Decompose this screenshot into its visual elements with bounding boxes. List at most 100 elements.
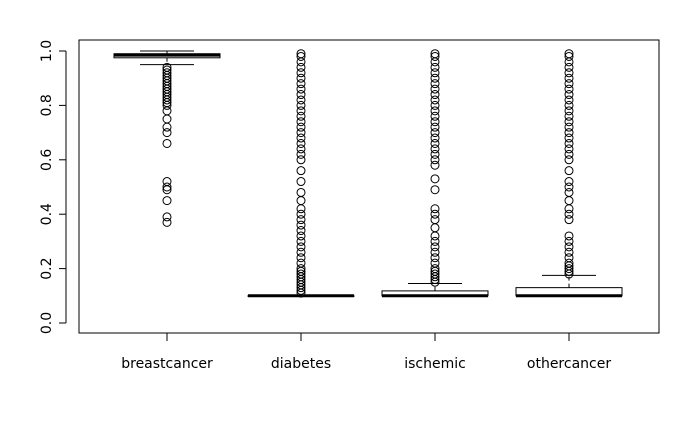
outlier-point [296, 264, 306, 274]
outlier-point [564, 79, 574, 89]
outlier-point [430, 133, 440, 143]
outlier-point [430, 242, 440, 252]
x-tick-label: othercancer [527, 356, 611, 372]
y-tick-label: 0.8 [39, 94, 55, 116]
outlier-point [430, 111, 440, 121]
outlier-point [430, 84, 440, 94]
outlier-point [564, 204, 574, 214]
outlier-point [430, 185, 440, 195]
outlier-point [296, 236, 306, 246]
outlier-point [296, 51, 306, 61]
outlier-point [162, 62, 172, 72]
outlier-point [564, 84, 574, 94]
outlier-point [564, 62, 574, 72]
outlier-point [296, 204, 306, 214]
outlier-point [162, 217, 172, 227]
outlier-point [162, 128, 172, 138]
outlier-point [296, 226, 306, 236]
outlier-point [162, 196, 172, 206]
outlier-point [296, 258, 306, 268]
box-breastcancer [113, 50, 221, 227]
x-tick-label: breastcancer [121, 356, 213, 372]
outlier-point [296, 247, 306, 257]
outlier-point [564, 111, 574, 121]
outlier-point [564, 242, 574, 252]
outlier-point [564, 100, 574, 110]
outlier-point [564, 106, 574, 116]
outlier-point [564, 128, 574, 138]
outlier-point [296, 106, 306, 116]
outlier-point [430, 100, 440, 110]
outlier-point [564, 51, 574, 61]
outlier-point [564, 133, 574, 143]
outlier-point [296, 138, 306, 148]
outlier-point [564, 209, 574, 219]
outlier-point [564, 117, 574, 127]
outlier-point [430, 79, 440, 89]
outlier-point [564, 155, 574, 165]
outlier-point [162, 65, 172, 75]
outlier-point [430, 174, 440, 184]
y-tick-label: 0.4 [39, 203, 55, 225]
outlier-point [430, 68, 440, 78]
outlier-point [296, 90, 306, 100]
outlier-point [430, 49, 440, 59]
outlier-point [162, 122, 172, 132]
outlier-point [564, 253, 574, 263]
outlier-point [564, 95, 574, 105]
outlier-point [564, 231, 574, 241]
outlier-point [296, 196, 306, 206]
outlier-point [430, 122, 440, 132]
outlier-point [564, 264, 574, 274]
outlier-point [162, 212, 172, 222]
outlier-point [162, 114, 172, 124]
outlier-point [296, 166, 306, 176]
x-tick-label: ischemic [404, 356, 466, 372]
outlier-point [430, 149, 440, 159]
outlier-point [296, 187, 306, 197]
outlier-point [564, 149, 574, 159]
outlier-point [296, 177, 306, 187]
outlier-point [296, 111, 306, 121]
outlier-point [430, 51, 440, 61]
outlier-point [430, 247, 440, 257]
outlier-point [430, 138, 440, 148]
outlier-point [296, 62, 306, 72]
outlier-point [430, 204, 440, 214]
outlier-point [564, 122, 574, 132]
outlier-point [430, 258, 440, 268]
outlier-point [430, 215, 440, 225]
x-axis: breastcancer diabetes ischemic othercancer [121, 333, 611, 372]
boxes-group [113, 49, 623, 298]
outlier-point [296, 149, 306, 159]
outlier-point [564, 68, 574, 78]
outlier-point [430, 62, 440, 72]
outlier-point [296, 269, 306, 279]
outlier-point [430, 269, 440, 279]
outlier-point [430, 155, 440, 165]
y-tick-label: 0.6 [39, 149, 55, 171]
outlier-point [296, 117, 306, 127]
y-axis: 0.0 0.2 0.4 0.6 0.8 1.0 [39, 40, 67, 334]
outlier-point [296, 68, 306, 78]
outlier-point [430, 160, 440, 170]
outlier-point [296, 95, 306, 105]
y-tick-label: 0.2 [39, 257, 55, 279]
box-ischemic [381, 49, 489, 298]
outlier-point [430, 128, 440, 138]
outlier-point [430, 117, 440, 127]
outlier-point [296, 133, 306, 143]
outlier-point [296, 100, 306, 110]
outlier-point [430, 106, 440, 116]
outlier-point [564, 187, 574, 197]
outlier-point [564, 215, 574, 225]
outlier-point [564, 144, 574, 154]
outlier-point [564, 138, 574, 148]
outlier-point [296, 128, 306, 138]
outlier-point [296, 231, 306, 241]
outlier-point [296, 220, 306, 230]
outlier-point [564, 73, 574, 83]
outlier-point [430, 253, 440, 263]
outlier-point [296, 49, 306, 59]
